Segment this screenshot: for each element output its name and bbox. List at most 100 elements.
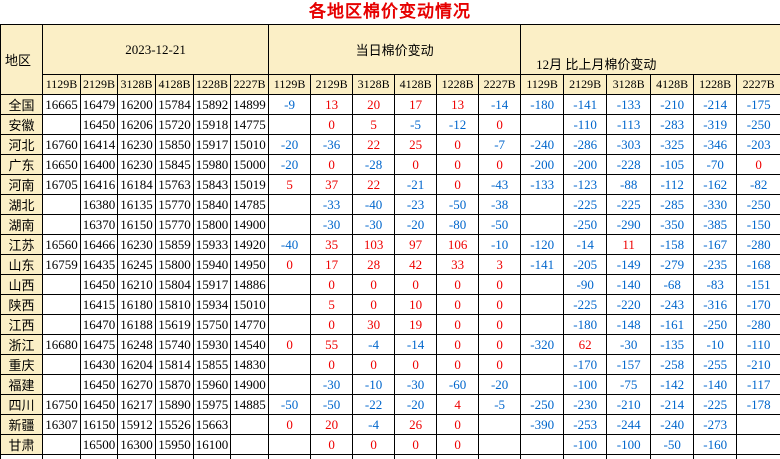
price-cell: 16300 [118, 435, 156, 455]
monthly-change-cell: -214 [694, 95, 737, 115]
price-cell: 16370 [81, 215, 118, 235]
price-cell: 15770 [156, 215, 194, 235]
daily-change-cell: 0 [437, 335, 479, 355]
grade-code-header: 1228B [194, 75, 231, 95]
stub-cell [269, 455, 311, 459]
grade-code-header: 1129B [521, 75, 564, 95]
price-cell: 14900 [231, 375, 269, 395]
monthly-change-cell [737, 435, 780, 455]
daily-change-cell: 0 [437, 175, 479, 195]
daily-change-cell: 28 [353, 255, 395, 275]
price-cell [43, 375, 81, 395]
monthly-change-cell: -180 [521, 95, 564, 115]
monthly-change-cell: -100 [564, 375, 607, 395]
daily-change-cell: 0 [437, 415, 479, 435]
monthly-change-cell: -200 [521, 155, 564, 175]
daily-change-cell [269, 115, 311, 135]
monthly-change-cell [521, 275, 564, 295]
daily-change-cell: 103 [353, 235, 395, 255]
monthly-change-cell [521, 215, 564, 235]
daily-change-cell: -5 [479, 395, 521, 415]
price-cell: 16150 [81, 415, 118, 435]
price-cell: 15859 [156, 235, 194, 255]
price-cell: 16416 [81, 175, 118, 195]
grade-code-header: 1228B [694, 75, 737, 95]
price-cell: 15800 [194, 215, 231, 235]
daily-change-cell: 22 [353, 135, 395, 155]
monthly-change-cell [521, 195, 564, 215]
price-cell: 16230 [118, 135, 156, 155]
price-cell: 16135 [118, 195, 156, 215]
daily-change-cell: -50 [311, 395, 353, 415]
daily-change-cell: 0 [269, 415, 311, 435]
daily-change-cell: 4 [437, 395, 479, 415]
stub-cell [43, 455, 81, 459]
daily-change-cell: -9 [269, 95, 311, 115]
monthly-change-cell: -225 [564, 295, 607, 315]
price-cell: 16450 [81, 275, 118, 295]
stub-cell [156, 455, 194, 459]
price-cell: 15720 [156, 115, 194, 135]
region-name-cell: 河北 [1, 135, 43, 155]
price-cell: 14540 [231, 335, 269, 355]
price-cell: 16184 [118, 175, 156, 195]
daily-change-cell: 5 [311, 295, 353, 315]
daily-change-cell: 0 [479, 295, 521, 315]
monthly-change-cell: -140 [607, 275, 651, 295]
monthly-change-cell: -283 [651, 115, 694, 135]
daily-change-cell: 0 [311, 275, 353, 295]
price-cell: 14885 [231, 395, 269, 415]
monthly-change-cell [521, 295, 564, 315]
stub-cell [607, 455, 651, 459]
monthly-change-cell: -228 [607, 155, 651, 175]
price-cell: 15850 [156, 135, 194, 155]
price-cell: 15917 [194, 275, 231, 295]
price-cell: 16450 [81, 395, 118, 415]
daily-change-cell [269, 195, 311, 215]
daily-change-cell [269, 375, 311, 395]
price-cell: 15019 [231, 175, 269, 195]
price-cell: 16307 [43, 415, 81, 435]
monthly-change-cell: -250 [521, 395, 564, 415]
stub-cell [194, 455, 231, 459]
grade-code-header: 2227B [231, 75, 269, 95]
daily-change-cell: -4 [353, 415, 395, 435]
price-cell: 14900 [231, 215, 269, 235]
monthly-change-cell: -280 [737, 235, 780, 255]
daily-change-cell: -40 [269, 235, 311, 255]
monthly-change-cell: -350 [651, 215, 694, 235]
price-cell: 15814 [156, 355, 194, 375]
daily-change-cell: 0 [353, 355, 395, 375]
price-cell: 16680 [43, 335, 81, 355]
price-cell: 15934 [194, 295, 231, 315]
monthly-change-cell: -330 [694, 195, 737, 215]
price-cell: 15784 [156, 95, 194, 115]
price-cell: 15940 [194, 255, 231, 275]
price-cell [43, 295, 81, 315]
monthly-change-cell: -205 [564, 255, 607, 275]
price-cell: 16430 [81, 355, 118, 375]
price-cell: 16470 [81, 315, 118, 335]
daily-change-cell: 0 [311, 435, 353, 455]
stub-cell [651, 455, 694, 459]
monthly-change-cell [521, 115, 564, 135]
daily-change-cell: 0 [353, 275, 395, 295]
price-cell: 15930 [194, 335, 231, 355]
region-name-cell: 浙江 [1, 335, 43, 355]
stub-cell [118, 455, 156, 459]
monthly-change-cell: -243 [651, 295, 694, 315]
price-cell: 16475 [81, 335, 118, 355]
monthly-change-cell: -112 [651, 175, 694, 195]
monthly-change-cell: -142 [651, 375, 694, 395]
monthly-change-cell: -255 [694, 355, 737, 375]
monthly-change-cell: -123 [564, 175, 607, 195]
price-cell: 15810 [156, 295, 194, 315]
daily-change-cell: -40 [353, 195, 395, 215]
grade-code-header: 2129B [81, 75, 118, 95]
daily-change-cell [479, 415, 521, 435]
